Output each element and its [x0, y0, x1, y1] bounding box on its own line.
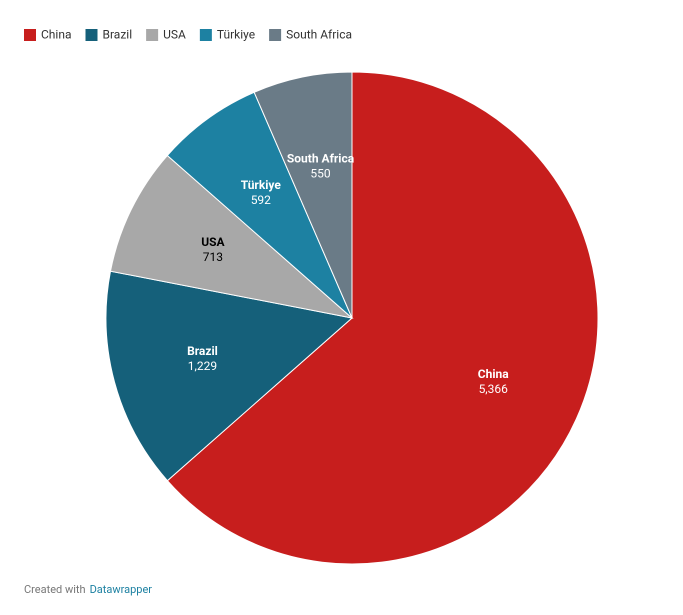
pie-slice [109, 154, 354, 319]
pie-slice [105, 270, 354, 482]
slice-value: 5,366 [479, 382, 509, 396]
legend-label: Türkiye [217, 28, 255, 42]
legend-label: China [41, 28, 72, 42]
legend-swatch [85, 29, 98, 41]
slice-name: Türkiye [241, 178, 282, 192]
legend-label: South Africa [286, 28, 352, 42]
legend: China Brazil USA Türkiye South Africa [24, 28, 352, 42]
footer-link[interactable]: Datawrapper [90, 583, 153, 596]
slice-name: South Africa [287, 151, 355, 165]
slice-name: China [478, 367, 509, 381]
pie [105, 71, 599, 565]
slice-name: Brazil [187, 344, 218, 358]
legend-label: Brazil [103, 28, 133, 42]
legend-swatch [199, 29, 212, 41]
legend-swatch [146, 29, 159, 41]
slice-value: 713 [203, 250, 223, 264]
slice-name: USA [201, 235, 225, 249]
pie-slice [166, 71, 599, 565]
legend-swatch [24, 29, 36, 41]
slice-value: 1,229 [188, 359, 217, 373]
pie-slice [253, 71, 353, 319]
pie-slice [166, 91, 353, 319]
slice-value: 550 [310, 166, 330, 180]
footer-text: Created with [24, 583, 86, 596]
legend-label: USA [163, 28, 186, 42]
legend-swatch [269, 29, 282, 41]
slice-value: 592 [251, 193, 271, 207]
